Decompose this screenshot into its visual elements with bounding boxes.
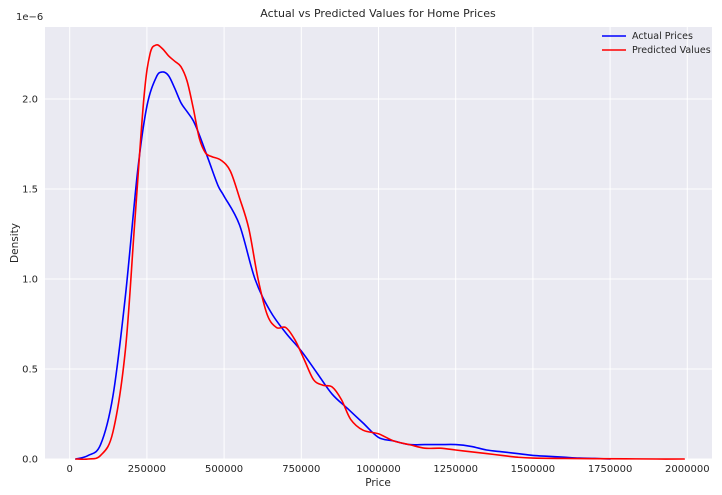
x-tick-label: 500000 bbox=[205, 464, 243, 475]
legend-label-actual: Actual Prices bbox=[632, 31, 693, 42]
legend: Actual Prices Predicted Values bbox=[602, 31, 711, 56]
x-tick-label: 1000000 bbox=[356, 464, 401, 475]
chart-title: Actual vs Predicted Values for Home Pric… bbox=[260, 7, 496, 20]
y-scale-offset-label: 1e−6 bbox=[16, 12, 43, 23]
y-tick-label: 1.0 bbox=[22, 275, 38, 286]
x-tick-labels: 0 250000 500000 750000 1000000 1250000 1500000… bbox=[67, 464, 710, 475]
x-tick-label: 1250000 bbox=[433, 464, 478, 475]
series-lines bbox=[75, 44, 686, 461]
x-tick-label: 0 bbox=[67, 464, 73, 475]
y-tick-label: 0.5 bbox=[22, 365, 38, 376]
y-tick-label: 2.0 bbox=[22, 95, 38, 106]
y-tick-label: 0.0 bbox=[22, 455, 38, 466]
y-axis-label: Density bbox=[9, 223, 21, 263]
x-tick-label: 250000 bbox=[128, 464, 166, 475]
x-tick-label: 750000 bbox=[282, 464, 320, 475]
y-tick-label: 1.5 bbox=[22, 185, 38, 196]
y-tick-labels: 0.0 0.5 1.0 1.5 2.0 bbox=[22, 95, 38, 466]
x-tick-label: 2000000 bbox=[665, 464, 710, 475]
x-tick-label: 1500000 bbox=[511, 464, 556, 475]
legend-label-predicted: Predicted Values bbox=[632, 45, 711, 56]
series-line-predicted-values bbox=[75, 44, 686, 461]
x-axis-label: Price bbox=[365, 477, 391, 489]
x-tick-label: 1750000 bbox=[588, 464, 633, 475]
